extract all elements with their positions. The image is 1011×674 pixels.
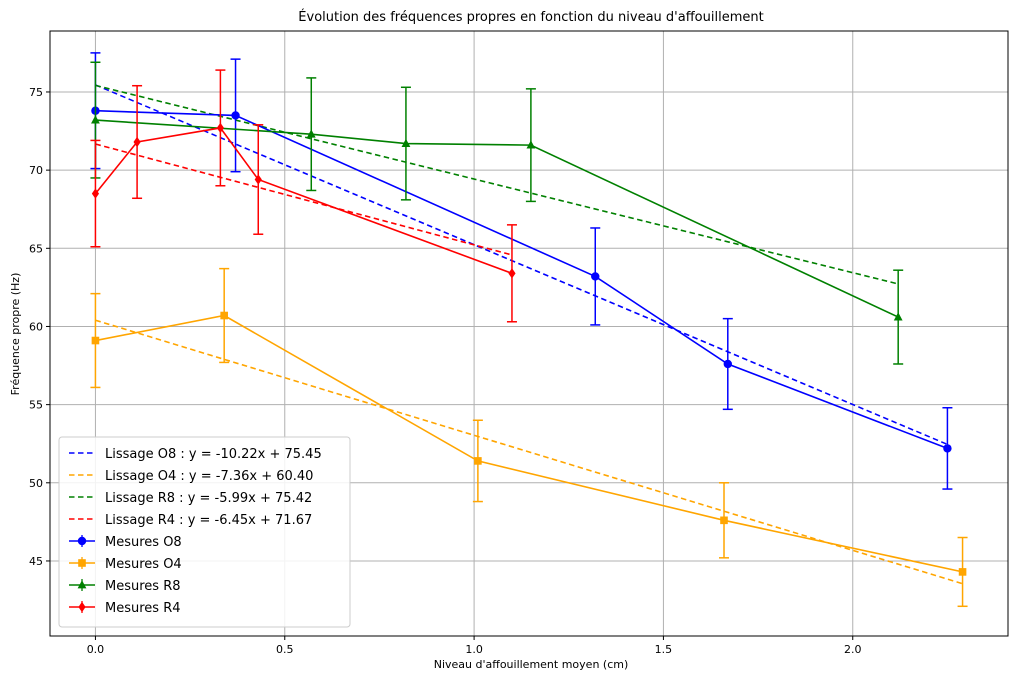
- x-tick-label: 0.5: [276, 643, 294, 656]
- fit-line: [95, 84, 948, 446]
- data-point: [958, 568, 967, 576]
- legend-measure-label: Mesures O8: [105, 535, 182, 550]
- data-point: [216, 122, 224, 134]
- data-point: [306, 129, 316, 138]
- fit-line: [95, 143, 513, 256]
- data-point: [91, 188, 100, 199]
- x-tick-label: 2.0: [844, 643, 862, 656]
- legend-marker: [78, 601, 86, 613]
- y-tick-label: 55: [29, 399, 43, 412]
- data-point: [893, 312, 903, 321]
- data-point: [508, 268, 516, 279]
- data-point: [720, 516, 728, 525]
- y-axis-label: Fréquence propre (Hz): [9, 273, 22, 396]
- data-point: [401, 138, 411, 147]
- data-point: [220, 311, 228, 320]
- y-tick-label: 45: [29, 555, 43, 568]
- y-tick-label: 70: [29, 164, 43, 177]
- legend-box: [58, 436, 351, 628]
- data-point: [254, 174, 262, 185]
- x-axis-label: Niveau d'affouillement moyen (cm): [434, 658, 629, 671]
- y-tick-label: 50: [29, 477, 43, 490]
- axes-frame: [49, 30, 1009, 637]
- legend-fit-label: Lissage R4 : y = -6.45x + 71.67: [105, 513, 312, 528]
- legend: Lissage O8 : y = -10.22x + 75.45 Lissage …: [58, 436, 351, 628]
- y-tick-label: 75: [29, 86, 43, 99]
- fit-line: [95, 84, 899, 285]
- data-point: [231, 111, 240, 120]
- legend-measure-label: Mesures O4: [105, 557, 182, 572]
- data-point: [723, 359, 732, 369]
- data-point: [133, 136, 141, 148]
- legend-marker: [77, 536, 87, 546]
- data-point: [591, 272, 600, 281]
- chart-title: Évolution des fréquences propres en fonc…: [298, 9, 763, 25]
- x-tick-label: 0.0: [87, 643, 105, 656]
- data-point: [943, 444, 952, 453]
- y-tick-label: 60: [29, 320, 43, 333]
- series-line: [95, 119, 899, 318]
- legend-marker: [77, 580, 87, 589]
- x-tick-label: 1.5: [655, 643, 673, 656]
- y-tick-label: 65: [29, 242, 43, 255]
- data-point: [91, 115, 100, 124]
- legend-marker: [78, 559, 86, 567]
- legend-fit-label: Lissage O8 : y = -10.22x + 75.45: [105, 447, 322, 462]
- series-line: [94, 127, 513, 275]
- legend-fit-label: Lissage R8 : y = -5.99x + 75.42: [105, 491, 312, 506]
- legend-measure-label: Mesures R4: [105, 601, 181, 616]
- legend-fit-label: Lissage O4 : y = -7.36x + 60.40: [105, 469, 313, 484]
- legend-measure-label: Mesures R8: [105, 579, 181, 594]
- data-point: [91, 336, 100, 345]
- fit-line: [95, 319, 963, 585]
- x-tick-label: 1.0: [465, 643, 483, 656]
- data-point: [474, 457, 482, 465]
- data-point: [526, 140, 536, 149]
